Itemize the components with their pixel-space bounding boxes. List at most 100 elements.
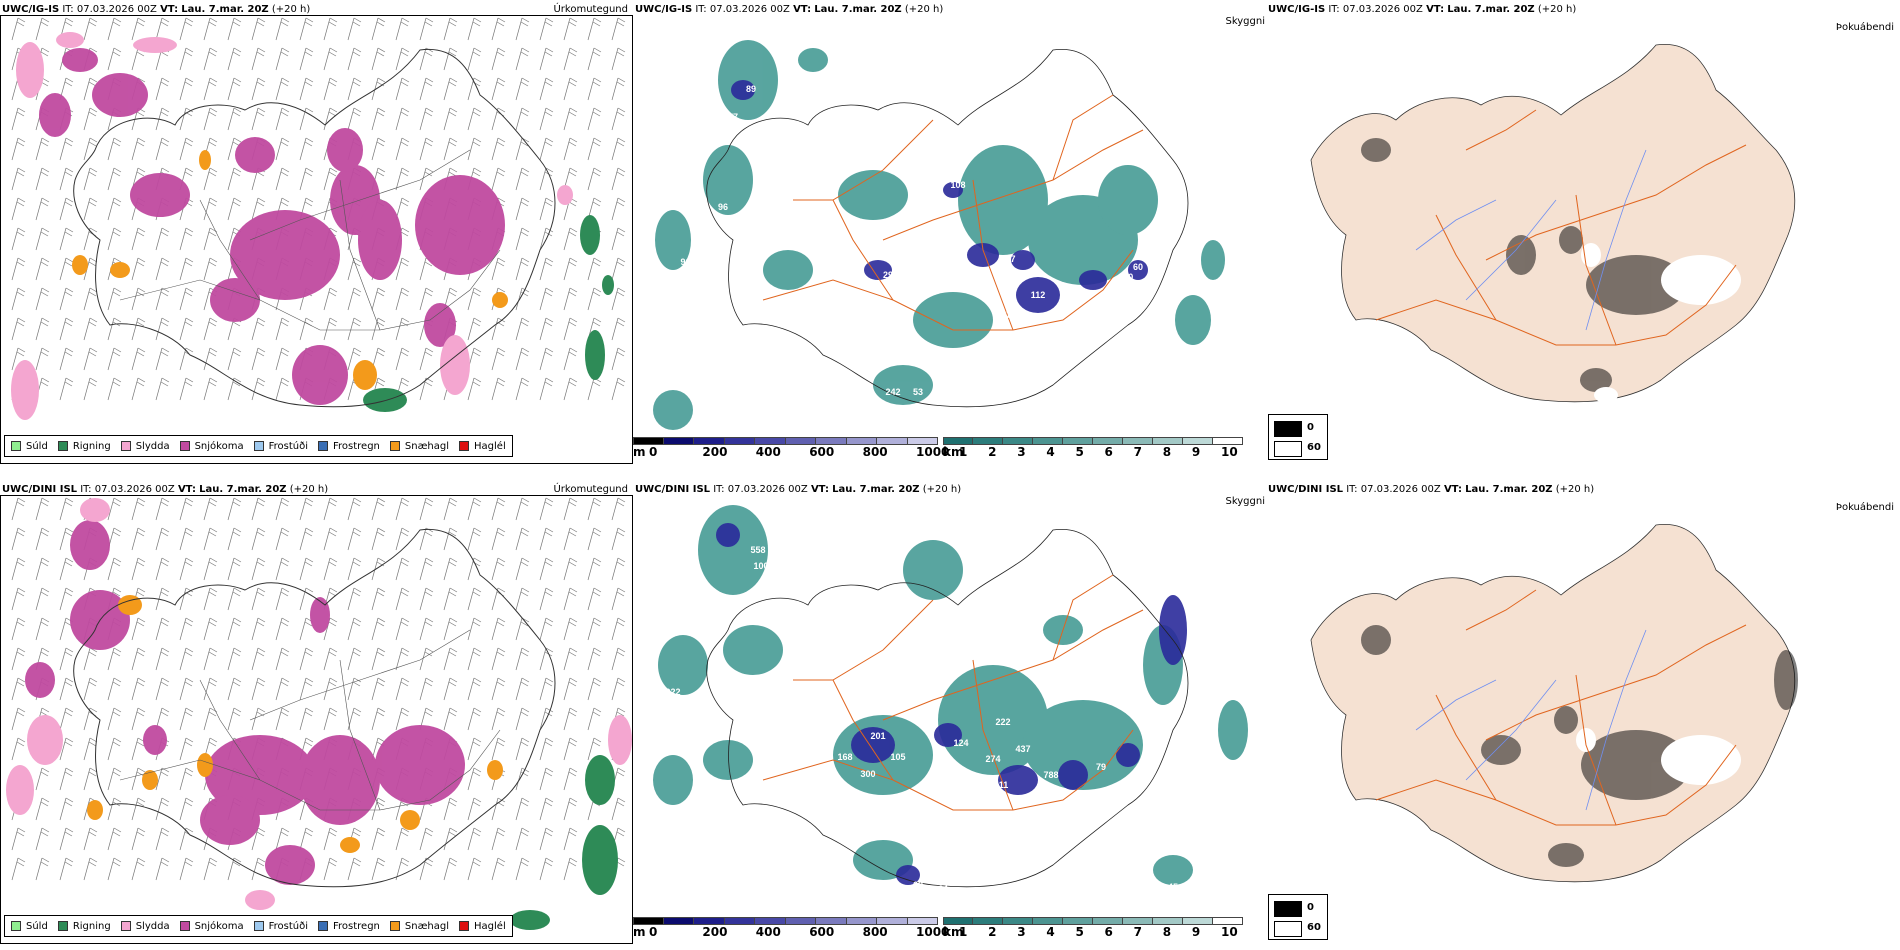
wind-barb — [203, 497, 218, 521]
wind-barb — [155, 377, 170, 401]
vt-value: Lau. 7.mar. 20Z — [1447, 4, 1535, 15]
legend-label: Frostregn — [333, 440, 380, 452]
wind-barb — [443, 17, 458, 41]
colorbar-swatch — [724, 437, 755, 445]
colorbar-swatch — [1063, 917, 1093, 925]
wind-barb — [251, 857, 266, 881]
vt-value: Lau. 7.mar. 20Z — [181, 4, 269, 15]
wind-barb — [419, 287, 434, 311]
colorbar-tick: 8 — [1162, 445, 1172, 459]
precip-type-map — [6, 497, 632, 930]
wind-barb — [275, 17, 290, 41]
colorbar-tick: 600 — [809, 445, 835, 459]
legend-swatch — [57, 441, 68, 451]
model-name: UWC/IG-IS — [635, 4, 693, 15]
wind-barb — [347, 527, 362, 551]
colorbar-swatch — [1003, 437, 1033, 445]
wind-barb — [467, 767, 482, 791]
wind-barb — [371, 287, 386, 311]
colorbar-swatch — [694, 437, 725, 445]
legend-label: Haglél — [474, 440, 506, 452]
wind-barb — [371, 707, 386, 731]
wind-barb — [611, 527, 626, 551]
wind-barb — [11, 257, 26, 281]
value-label: 148 — [987, 795, 1002, 805]
value-label: 105 — [940, 248, 955, 258]
wind-barb — [395, 317, 410, 341]
colorbar-tick: 0 — [649, 925, 658, 939]
legend-label: Frostúði — [268, 920, 308, 932]
wind-barb — [107, 827, 122, 851]
legend-label: Slydda — [135, 920, 170, 932]
wind-barb — [395, 17, 410, 41]
value-label: 96 — [718, 202, 728, 212]
value-label: 965 — [793, 695, 808, 705]
wind-barb — [275, 587, 290, 611]
wind-barb — [155, 857, 170, 881]
vt-label: VT: — [810, 484, 829, 495]
wind-barb — [419, 77, 434, 101]
wind-barb — [323, 77, 338, 101]
wind-barb — [11, 647, 26, 671]
wind-barb — [155, 557, 170, 581]
wind-barb — [563, 557, 578, 581]
wind-barb — [587, 107, 602, 131]
wind-barb — [11, 287, 26, 311]
wind-barb — [587, 527, 602, 551]
value-label: 105 — [890, 752, 905, 762]
wind-barb — [59, 797, 74, 821]
wind-barb — [83, 197, 98, 221]
wind-barb — [59, 587, 74, 611]
fog-legend-label: 0 — [1307, 902, 1314, 913]
wind-barb — [299, 497, 314, 521]
wind-barb — [491, 137, 506, 161]
wind-barb — [443, 497, 458, 521]
legend-label: Frostregn — [333, 920, 380, 932]
wind-barb — [563, 17, 578, 41]
wind-barb — [539, 377, 554, 401]
wind-barb — [83, 287, 98, 311]
wind-barb — [467, 647, 482, 671]
wind-barb — [83, 77, 98, 101]
value-label: 437 — [1015, 744, 1030, 754]
wind-barb — [131, 497, 146, 521]
colorbar-swatch — [1153, 437, 1183, 445]
wind-barb — [83, 677, 98, 701]
wind-barb — [347, 617, 362, 641]
wind-barb — [323, 707, 338, 731]
legend-item: Haglél — [459, 441, 506, 452]
wind-barb — [59, 767, 74, 791]
vt-label: VT: — [793, 4, 812, 15]
wind-barb — [443, 137, 458, 161]
wind-barb — [275, 137, 290, 161]
wind-barb — [515, 797, 530, 821]
wind-barb — [203, 317, 218, 341]
value-label: 100 — [753, 561, 768, 571]
colorbar-swatch — [1033, 917, 1063, 925]
panel-title: Úrkomutegund — [553, 4, 628, 15]
wind-barb — [395, 287, 410, 311]
wind-barb — [35, 287, 50, 311]
wind-barb — [347, 287, 362, 311]
wind-barb — [107, 797, 122, 821]
wind-barb — [611, 17, 626, 41]
wind-barb — [203, 17, 218, 41]
wind-barb — [299, 527, 314, 551]
panel-header: UWC/DINI ISL IT: 07.03.2026 00Z VT: Lau.… — [1268, 484, 1594, 495]
colorbar-swatch — [1213, 437, 1243, 445]
wind-barb — [515, 617, 530, 641]
wind-barb — [179, 737, 194, 761]
colorbar-unit: km — [943, 445, 964, 459]
wind-barb — [179, 227, 194, 251]
colorbar-swatch — [633, 917, 664, 925]
wind-barb — [563, 527, 578, 551]
wind-barb — [83, 17, 98, 41]
wind-barb — [371, 527, 386, 551]
wind-barb — [563, 377, 578, 401]
rain-areas — [510, 755, 618, 930]
wind-barb — [587, 77, 602, 101]
wind-barb — [131, 857, 146, 881]
lead-time: (+20 h) — [289, 484, 329, 495]
wind-barb — [467, 857, 482, 881]
legend-label: Rigning — [72, 920, 111, 932]
